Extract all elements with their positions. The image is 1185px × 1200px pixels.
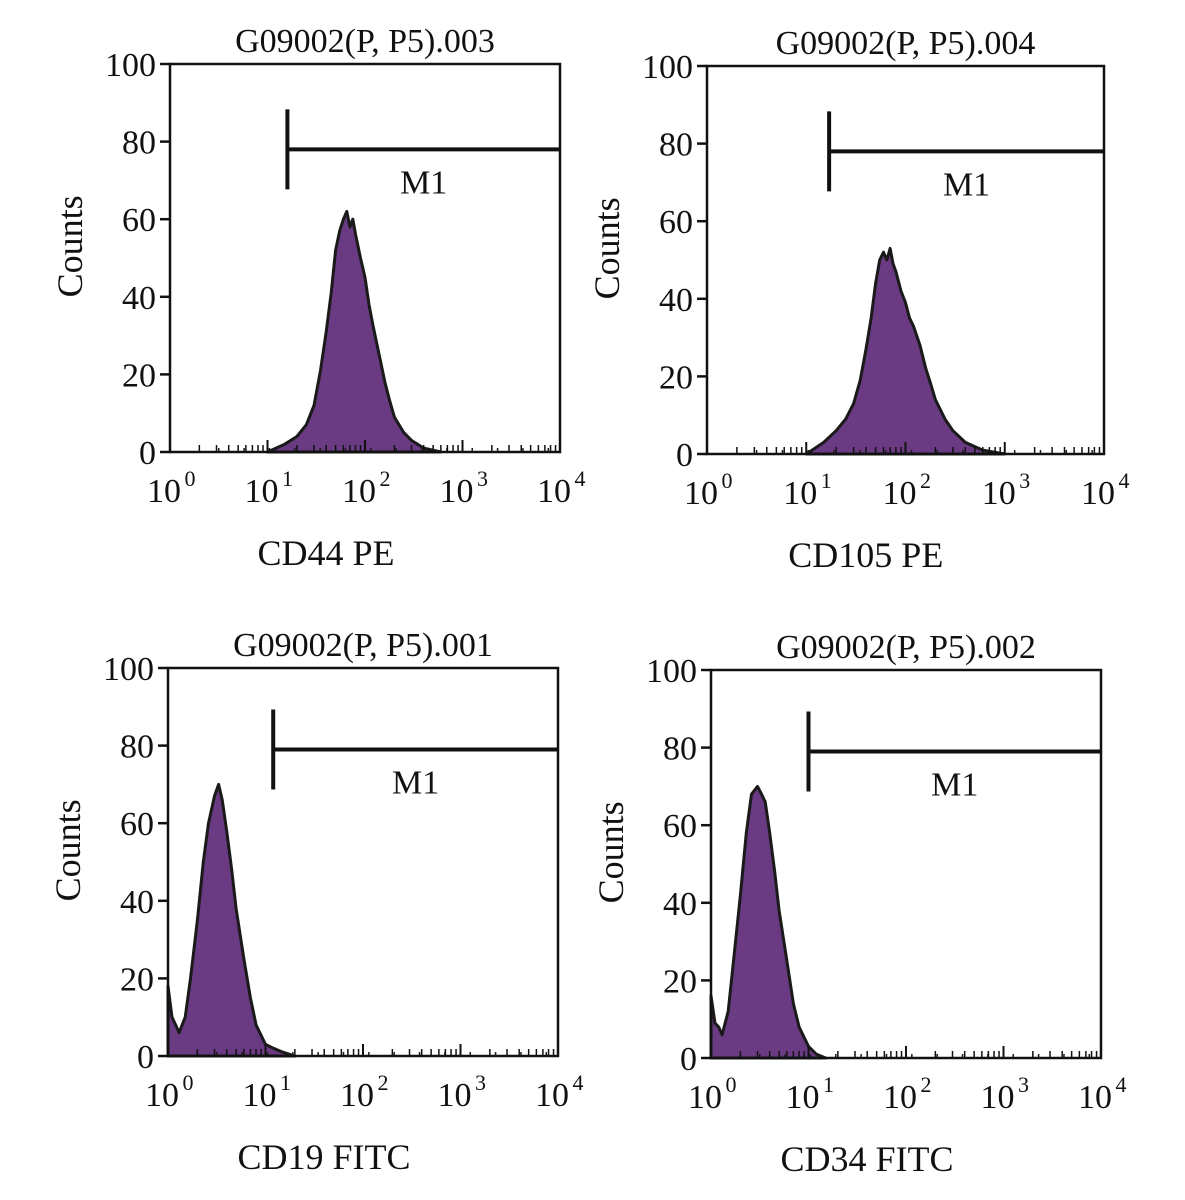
x-tick-exponent: 2 [378, 1070, 389, 1095]
y-tick-label: 0 [676, 437, 693, 474]
x-tick-label: 10 [786, 1079, 820, 1116]
y-tick-label: 100 [105, 47, 156, 84]
x-tick-exponent: 0 [185, 466, 196, 491]
marker-label: M1 [400, 164, 447, 201]
chart-title: G09002(P, P5).003 [235, 23, 495, 60]
y-tick-label: 40 [120, 884, 154, 921]
y-tick-label: 40 [122, 280, 156, 317]
x-tick-exponent: 3 [477, 466, 488, 491]
x-tick-label: 10 [883, 475, 917, 512]
x-tick-exponent: 1 [821, 468, 832, 493]
y-tick-label: 40 [659, 282, 693, 319]
x-tick-exponent: 1 [823, 1072, 834, 1097]
x-tick-exponent: 4 [1116, 1072, 1127, 1097]
histogram-area [709, 784, 828, 1060]
y-axis-label: Counts [48, 799, 88, 901]
x-axis-label: CD44 PE [257, 533, 394, 573]
x-tick-label: 10 [981, 1079, 1015, 1116]
x-tick-label: 10 [1078, 1079, 1112, 1116]
x-tick-exponent: 1 [282, 466, 293, 491]
y-axis-label: Counts [50, 195, 90, 297]
y-tick-label: 80 [659, 127, 693, 164]
y-tick-label: 80 [122, 125, 156, 162]
chart-title: G09002(P, P5).004 [776, 25, 1036, 62]
x-tick-label: 10 [440, 473, 474, 510]
x-tick-label: 10 [243, 1077, 277, 1114]
x-tick-label: 10 [883, 1079, 917, 1116]
y-tick-label: 60 [120, 806, 154, 843]
x-tick-label: 10 [1081, 475, 1115, 512]
x-tick-exponent: 4 [575, 466, 586, 491]
x-tick-exponent: 4 [573, 1070, 584, 1095]
y-tick-label: 60 [663, 808, 697, 845]
histogram-area [266, 209, 443, 454]
y-tick-label: 20 [120, 961, 154, 998]
chart-title: G09002(P, P5).001 [233, 627, 493, 664]
y-tick-label: 0 [680, 1041, 697, 1078]
y-tick-label: 40 [663, 886, 697, 923]
y-tick-label: 20 [122, 357, 156, 394]
x-tick-label: 10 [982, 475, 1016, 512]
y-tick-label: 80 [663, 731, 697, 768]
x-tick-exponent: 2 [920, 468, 931, 493]
x-tick-label: 10 [783, 475, 817, 512]
x-tick-label: 10 [147, 473, 181, 510]
y-axis-label: Counts [587, 197, 627, 299]
marker-label: M1 [931, 766, 978, 803]
y-tick-label: 0 [139, 435, 156, 472]
x-tick-exponent: 2 [380, 466, 391, 491]
chart-title: G09002(P, P5).002 [776, 629, 1036, 666]
x-tick-exponent: 3 [1019, 468, 1030, 493]
marker-label: M1 [392, 764, 439, 801]
x-tick-label: 10 [684, 475, 718, 512]
y-tick-label: 100 [642, 49, 693, 86]
x-tick-label: 10 [340, 1077, 374, 1114]
x-tick-label: 10 [537, 473, 571, 510]
x-tick-exponent: 2 [921, 1072, 932, 1097]
x-tick-label: 10 [342, 473, 376, 510]
y-tick-label: 0 [137, 1039, 154, 1076]
x-axis-label: CD105 PE [788, 535, 943, 575]
x-axis-label: CD34 FITC [780, 1139, 953, 1179]
x-tick-exponent: 1 [280, 1070, 291, 1095]
histogram-area [804, 246, 1007, 456]
x-tick-exponent: 0 [726, 1072, 737, 1097]
x-tick-label: 10 [535, 1077, 569, 1114]
x-tick-exponent: 3 [475, 1070, 486, 1095]
y-tick-label: 20 [663, 963, 697, 1000]
y-tick-label: 100 [646, 653, 697, 690]
x-tick-exponent: 0 [183, 1070, 194, 1095]
x-tick-label: 10 [245, 473, 279, 510]
x-tick-label: 10 [438, 1077, 472, 1114]
y-tick-label: 20 [659, 359, 693, 396]
y-axis-label: Counts [591, 801, 631, 903]
y-tick-label: 100 [103, 651, 154, 688]
histogram-area [166, 782, 297, 1058]
y-tick-label: 60 [659, 204, 693, 241]
x-tick-exponent: 3 [1018, 1072, 1029, 1097]
x-tick-exponent: 0 [722, 468, 733, 493]
x-axis-label: CD19 FITC [237, 1137, 410, 1177]
marker-label: M1 [943, 166, 990, 203]
x-tick-label: 10 [688, 1079, 722, 1116]
y-tick-label: 80 [120, 729, 154, 766]
x-tick-exponent: 4 [1119, 468, 1130, 493]
y-tick-label: 60 [122, 202, 156, 239]
x-tick-label: 10 [145, 1077, 179, 1114]
